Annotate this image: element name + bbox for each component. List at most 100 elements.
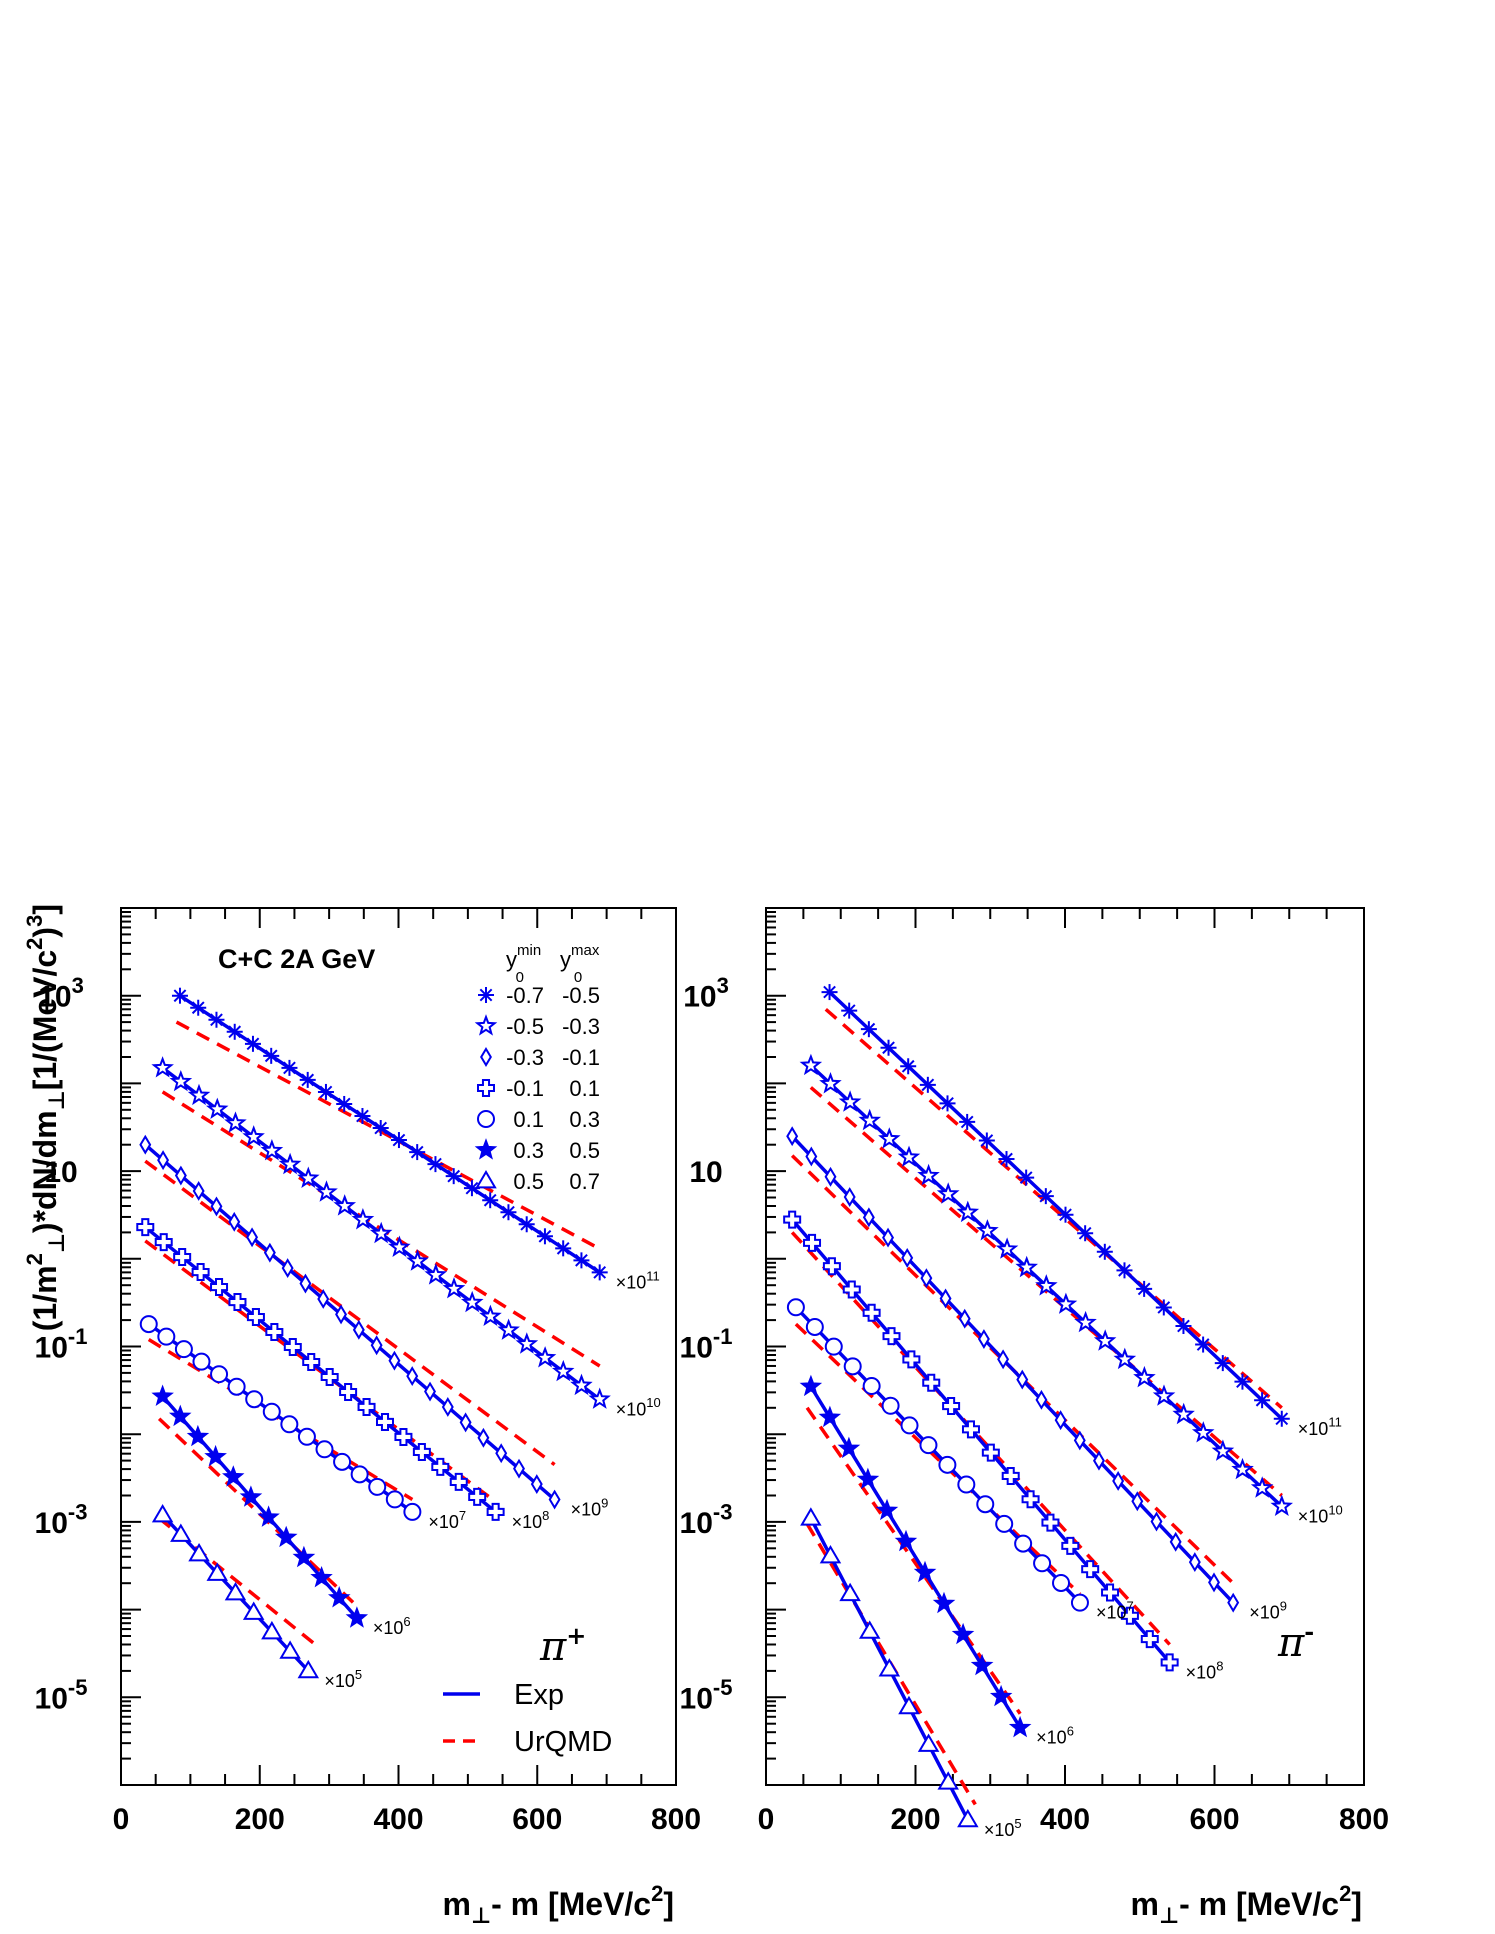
data-point bbox=[210, 1365, 229, 1384]
data-point bbox=[385, 1490, 404, 1509]
data-point bbox=[555, 1240, 572, 1257]
data-point bbox=[244, 1035, 261, 1052]
data-point bbox=[336, 1095, 353, 1112]
data-point bbox=[206, 1562, 229, 1581]
data-point bbox=[858, 1108, 882, 1131]
data-point bbox=[1077, 1225, 1094, 1242]
data-point bbox=[936, 1182, 960, 1204]
data-point bbox=[442, 1277, 466, 1299]
data-point bbox=[299, 1071, 316, 1088]
data-point bbox=[210, 1278, 229, 1297]
data-point bbox=[536, 1228, 553, 1245]
scale-factor-label: ×108 bbox=[512, 1508, 550, 1532]
y-tick-label: 10-3 bbox=[680, 1499, 733, 1540]
data-point bbox=[297, 1427, 316, 1446]
data-point bbox=[961, 1420, 980, 1439]
data-point bbox=[151, 1503, 174, 1523]
data-point bbox=[190, 999, 207, 1016]
data-point bbox=[1273, 1410, 1290, 1427]
data-point bbox=[839, 1582, 861, 1602]
scale-factor-label: ×1011 bbox=[616, 1268, 660, 1292]
x-tick-label: 200 bbox=[890, 1803, 940, 1836]
data-point bbox=[922, 1373, 941, 1392]
data-point bbox=[463, 1180, 480, 1197]
data-point bbox=[919, 1076, 936, 1093]
data-point bbox=[995, 1237, 1019, 1259]
data-point bbox=[824, 1337, 843, 1356]
data-point bbox=[186, 1424, 210, 1447]
data-point bbox=[263, 1047, 280, 1064]
exp-fit-line bbox=[794, 1306, 1082, 1604]
legend-ymax-value: 0.7 bbox=[569, 1169, 600, 1194]
legend-ymin-value: -0.7 bbox=[506, 983, 544, 1008]
data-point bbox=[875, 1498, 899, 1521]
urqmd-line bbox=[175, 1020, 601, 1251]
data-point bbox=[1234, 1373, 1251, 1390]
data-point bbox=[335, 1304, 348, 1325]
scale-factor-label: ×106 bbox=[1036, 1724, 1074, 1748]
data-point bbox=[882, 1327, 901, 1346]
urqmd-line bbox=[144, 1159, 556, 1467]
data-point bbox=[1191, 1421, 1215, 1443]
data-point bbox=[1140, 1630, 1159, 1649]
data-point bbox=[552, 1359, 575, 1382]
series-3: ×109 bbox=[139, 1134, 608, 1520]
legend-marker bbox=[477, 1110, 495, 1128]
data-point bbox=[372, 1120, 389, 1137]
series-2: ×1010 bbox=[151, 1056, 661, 1419]
data-point bbox=[1001, 1466, 1020, 1485]
data-point bbox=[369, 1221, 393, 1244]
data-point bbox=[168, 1404, 192, 1427]
data-point bbox=[970, 1653, 994, 1676]
legend-ymin-value: 0.1 bbox=[513, 1107, 544, 1132]
x-tick-label: 600 bbox=[512, 1803, 562, 1836]
data-point bbox=[257, 1505, 280, 1527]
legend-marker bbox=[474, 1138, 498, 1160]
data-point bbox=[1227, 1592, 1240, 1613]
data-point bbox=[1211, 1439, 1235, 1461]
data-point bbox=[898, 1695, 920, 1715]
legend-ymin-value: -0.5 bbox=[506, 1014, 544, 1039]
data-point bbox=[1008, 1715, 1032, 1738]
data-point bbox=[837, 1436, 861, 1459]
legend-ymax-value: -0.5 bbox=[562, 983, 600, 1008]
data-point bbox=[157, 1150, 170, 1171]
data-point bbox=[1016, 1369, 1029, 1390]
data-point bbox=[880, 1039, 897, 1056]
data-point bbox=[375, 1412, 394, 1431]
x-axis-label: m⊥- m [MeV/c2] bbox=[443, 1881, 675, 1928]
data-point bbox=[1120, 1606, 1139, 1625]
legend-ymin-value: 0.3 bbox=[513, 1138, 544, 1163]
data-point bbox=[477, 1427, 490, 1448]
data-point bbox=[224, 1581, 247, 1601]
data-point bbox=[1112, 1471, 1125, 1491]
data-point bbox=[1250, 1476, 1274, 1498]
data-point bbox=[783, 1210, 802, 1229]
data-point bbox=[570, 1373, 593, 1396]
data-point bbox=[1033, 1554, 1052, 1573]
scale-factor-label: ×1010 bbox=[1298, 1502, 1343, 1526]
data-point bbox=[263, 1242, 276, 1263]
data-point bbox=[441, 1397, 454, 1417]
data-point bbox=[1052, 1573, 1071, 1592]
data-point bbox=[327, 1585, 351, 1608]
data-point bbox=[881, 1396, 900, 1415]
data-point bbox=[424, 1381, 436, 1402]
data-point bbox=[187, 1083, 211, 1106]
legend-ymax-value: 0.5 bbox=[569, 1138, 600, 1163]
data-point bbox=[191, 1263, 210, 1282]
data-point bbox=[500, 1204, 517, 1221]
data-point bbox=[901, 1247, 914, 1268]
data-point bbox=[997, 1349, 1010, 1370]
data-point bbox=[805, 1146, 818, 1167]
particle-label: π- bbox=[1277, 1617, 1314, 1666]
data-point bbox=[917, 1733, 940, 1752]
data-point bbox=[1152, 1384, 1176, 1406]
legend-ymax-value: -0.1 bbox=[562, 1045, 600, 1070]
data-point bbox=[139, 1134, 152, 1155]
data-point bbox=[1081, 1560, 1100, 1579]
data-point bbox=[403, 1502, 422, 1521]
left-panel: 0 200 400 600 800 103 10 10-1 10-3 10-5 m⊥- m [MeV… bbox=[22, 904, 701, 1928]
y-axis-label: (1/m2⊥)*dN/dm⊥[1/(MeV/c2)3] bbox=[22, 904, 69, 1331]
data-point bbox=[939, 1095, 956, 1112]
